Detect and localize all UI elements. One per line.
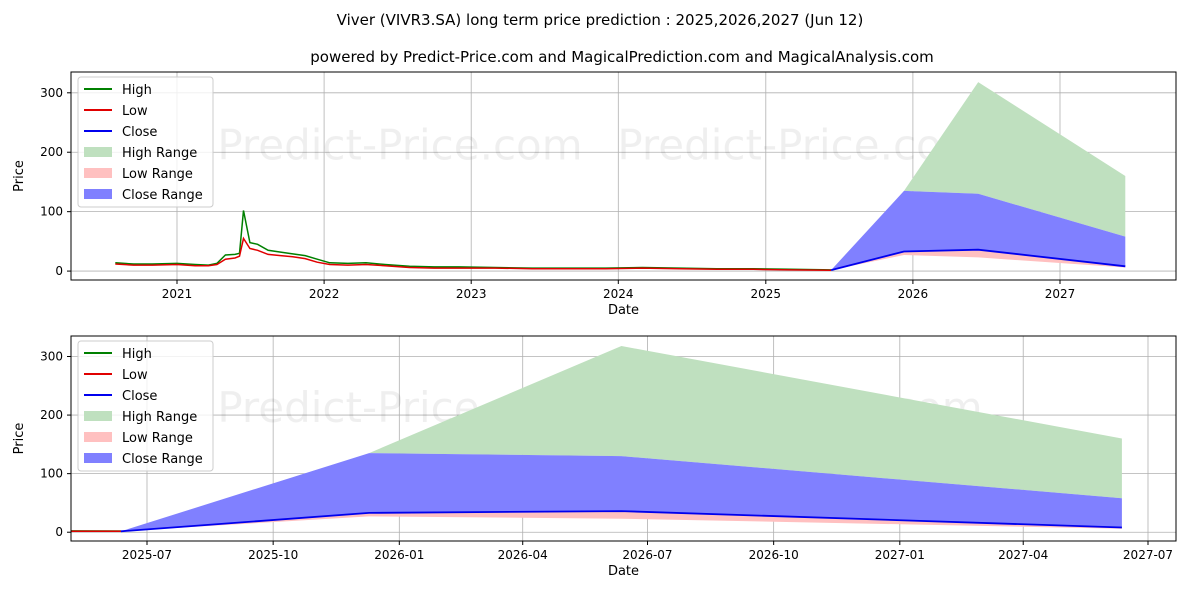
legend-swatch: [84, 411, 112, 421]
high-range-area: [831, 82, 1126, 271]
legend-label: Close: [122, 125, 157, 140]
x-tick-label: 2022: [309, 287, 340, 301]
x-tick-label: 2026-01: [374, 548, 424, 562]
y-tick-label: 300: [40, 86, 63, 100]
x-tick-label: 2027-01: [875, 548, 925, 562]
x-tick-label: 2026-04: [498, 548, 548, 562]
y-tick-label: 300: [40, 350, 63, 364]
chart-subtitle: powered by Predict-Price.com and Magical…: [310, 48, 934, 66]
y-axis-label: Price: [12, 423, 27, 455]
legend-label: Close Range: [122, 452, 203, 467]
legend-label: High: [122, 347, 152, 362]
legend-label: Low: [122, 104, 148, 119]
legend-label: Low Range: [122, 167, 193, 182]
x-axis-label: Date: [608, 564, 639, 579]
x-tick-label: 2027-04: [998, 548, 1048, 562]
x-tick-label: 2023: [456, 287, 487, 301]
legend-swatch: [84, 453, 112, 463]
close-line: [830, 248, 1126, 271]
axes-frame: [70, 335, 1177, 542]
low-line: [115, 236, 832, 271]
x-tick-label: 2024: [603, 287, 634, 301]
high-range-area: [120, 346, 1122, 532]
low-range-area: [120, 511, 1122, 532]
x-tick-label: 2025-07: [122, 548, 172, 562]
close-line: [120, 510, 1122, 533]
watermark: Predict-Price.com: [617, 120, 982, 169]
x-tick-label: 2026-07: [622, 548, 672, 562]
legend-swatch: [84, 147, 112, 157]
chart-title: Viver (VIVR3.SA) long term price predict…: [337, 11, 864, 29]
legend-swatch: [84, 432, 112, 442]
legend-label: Close Range: [122, 188, 203, 203]
x-tick-label: 2025: [751, 287, 782, 301]
x-tick-label: 2027-07: [1123, 548, 1173, 562]
y-tick-label: 0: [55, 264, 63, 278]
close-range-area: [120, 453, 1122, 532]
x-tick-label: 2027: [1045, 287, 1076, 301]
y-tick-label: 200: [40, 408, 63, 422]
high-line: [71, 530, 121, 532]
y-axis-label: Price: [12, 160, 27, 192]
axes-frame: [70, 71, 1177, 281]
legend-swatch: [84, 168, 112, 178]
x-tick-label: 2021: [162, 287, 193, 301]
bottom-plot: 2025-07 2025-10 2026-01 2026-04 2026-07 2026-…: [12, 335, 1177, 579]
legend-label: High Range: [122, 146, 197, 161]
plot-area: [115, 82, 1126, 271]
legend-label: Close: [122, 389, 157, 404]
legend-label: Low Range: [122, 431, 193, 446]
y-tick-label: 100: [40, 467, 63, 481]
legend-label: Low: [122, 368, 148, 383]
top-plot: 2021 2022 2023 2024 2025 2026 2027 0 100 200 300 Pr…: [12, 71, 1177, 318]
x-axis-label: Date: [608, 303, 639, 318]
legend-label: High Range: [122, 410, 197, 425]
close-range-area: [831, 190, 1126, 271]
legend-label: High: [122, 83, 152, 98]
y-tick-label: 0: [55, 525, 63, 539]
x-tick-label: 2025-10: [248, 548, 298, 562]
y-tick-label: 200: [40, 145, 63, 159]
legend: High Low Close High Range Low Range Close Ran…: [77, 340, 214, 472]
x-tick-label: 2026-10: [749, 548, 799, 562]
low-range-area: [831, 249, 1126, 271]
legend-swatch: [84, 189, 112, 199]
y-tick-label: 100: [40, 205, 63, 219]
watermark: Predict-Price.com: [217, 120, 582, 169]
plot-area: [71, 346, 1122, 533]
legend: High Low Close High Range Low Range Close Ran…: [77, 76, 214, 208]
x-tick-label: 2026: [898, 287, 929, 301]
